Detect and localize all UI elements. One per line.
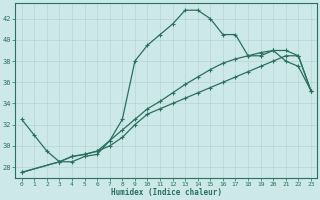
X-axis label: Humidex (Indice chaleur): Humidex (Indice chaleur)	[111, 188, 222, 197]
